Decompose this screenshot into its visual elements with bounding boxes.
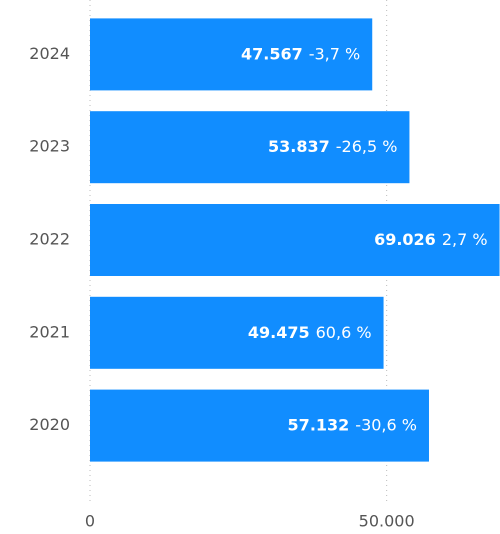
bar	[90, 111, 410, 184]
change-label: 60,6 %	[316, 322, 372, 341]
change-label: -26,5 %	[336, 137, 398, 156]
bar	[90, 18, 373, 91]
bar	[90, 389, 429, 462]
value-label: 69.026	[374, 230, 436, 249]
y-tick-label: 2020	[29, 415, 70, 434]
change-label: -3,7 %	[309, 44, 361, 63]
data-label: 57.132 -30,6 %	[288, 415, 417, 434]
bar	[90, 296, 384, 369]
data-label: 69.026 2,7 %	[374, 230, 487, 249]
data-label: 49.475 60,6 %	[248, 322, 372, 341]
x-tick-label: 0	[85, 512, 95, 531]
value-label: 47.567	[241, 44, 303, 63]
y-tick-label: 2024	[29, 44, 70, 63]
bar	[90, 204, 500, 276]
value-label: 57.132	[288, 415, 350, 434]
data-label: 47.567 -3,7 %	[241, 44, 360, 63]
value-label: 49.475	[248, 322, 310, 341]
change-label: -30,6 %	[355, 415, 417, 434]
value-label: 53.837	[268, 137, 330, 156]
x-tick-label: 50.000	[359, 512, 415, 531]
y-tick-label: 2022	[29, 230, 70, 249]
y-tick-label: 2021	[29, 322, 70, 341]
change-label: 2,7 %	[442, 230, 488, 249]
y-tick-label: 2023	[29, 137, 70, 156]
data-label: 53.837 -26,5 %	[268, 137, 397, 156]
